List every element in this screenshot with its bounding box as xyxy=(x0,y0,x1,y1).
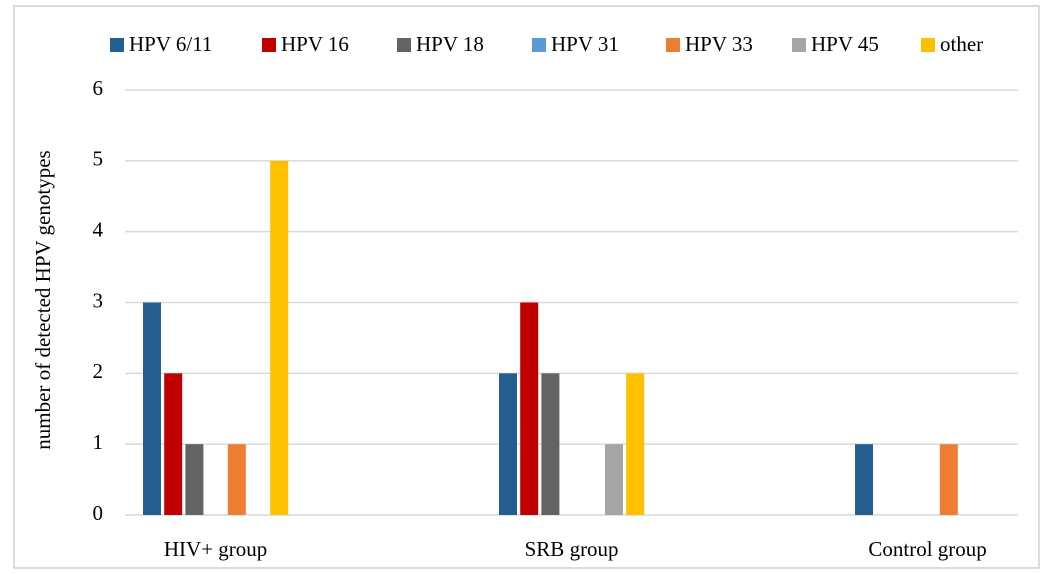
legend-swatch xyxy=(666,38,680,52)
legend-label: HPV 45 xyxy=(811,32,879,56)
legend-label: HPV 16 xyxy=(281,32,349,56)
y-tick-label: 5 xyxy=(93,147,104,171)
legend-label: HPV 31 xyxy=(551,32,619,56)
bar xyxy=(520,302,539,515)
legend-label: HPV 33 xyxy=(685,32,753,56)
bar xyxy=(185,444,204,515)
bar xyxy=(164,373,183,515)
legend-label: HPV 18 xyxy=(416,32,484,56)
legend-label: other xyxy=(940,32,983,56)
bar xyxy=(270,160,289,516)
x-tick-label: Control group xyxy=(868,537,986,561)
y-tick-label: 0 xyxy=(93,501,104,525)
bar xyxy=(143,302,161,515)
legend-swatch xyxy=(921,38,935,52)
legend-swatch xyxy=(397,38,411,52)
y-tick-label: 1 xyxy=(93,430,104,454)
y-tick-label: 6 xyxy=(93,76,104,100)
y-tick-label: 2 xyxy=(93,359,104,383)
x-tick-label: SRB group xyxy=(525,537,619,561)
bar xyxy=(499,373,517,515)
legend-swatch xyxy=(110,38,124,52)
legend-label: HPV 6/11 xyxy=(129,32,212,56)
y-tick-label: 3 xyxy=(93,288,104,312)
bar xyxy=(626,373,645,515)
bar xyxy=(605,444,623,515)
x-tick-label: HIV+ group xyxy=(164,537,267,561)
legend-swatch xyxy=(532,38,546,52)
y-axis-label: number of detected HPV genotypes xyxy=(31,150,55,449)
bar xyxy=(227,444,246,515)
legend-swatch xyxy=(792,38,806,52)
bar xyxy=(855,444,873,515)
legend-swatch xyxy=(262,38,276,52)
bar xyxy=(541,373,560,515)
bar xyxy=(939,444,958,515)
frame xyxy=(13,5,1040,569)
y-tick-label: 4 xyxy=(93,217,104,241)
